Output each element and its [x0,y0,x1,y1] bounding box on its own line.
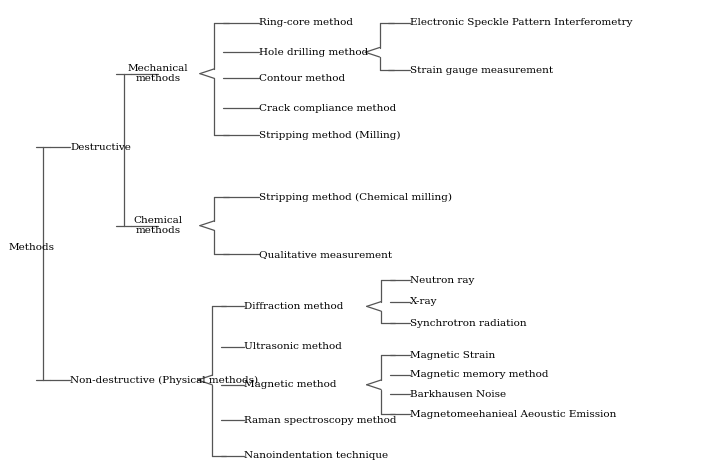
Text: Electronic Speckle Pattern Interferometry: Electronic Speckle Pattern Interferometr… [410,19,632,27]
Text: Magnetic method: Magnetic method [244,380,337,389]
Text: Nanoindentation technique: Nanoindentation technique [244,452,388,460]
Text: Destructive: Destructive [70,143,132,152]
Text: Diffraction method: Diffraction method [244,302,344,311]
Text: Magnetic Strain: Magnetic Strain [410,351,495,360]
Text: Chemical
methods: Chemical methods [134,216,183,235]
Text: Magnetomeehanieal Aeoustic Emission: Magnetomeehanieal Aeoustic Emission [410,410,616,418]
Text: Strain gauge measurement: Strain gauge measurement [410,66,553,75]
Text: Non-destructive (Physical methods): Non-destructive (Physical methods) [70,375,259,385]
Text: Ring-core method: Ring-core method [259,19,353,27]
Text: Neutron ray: Neutron ray [410,276,475,285]
Text: Contour method: Contour method [259,74,345,83]
Text: Mechanical
methods: Mechanical methods [128,64,188,83]
Text: Ultrasonic method: Ultrasonic method [244,342,342,351]
Text: Qualitative measurement: Qualitative measurement [259,250,392,258]
Text: X-ray: X-ray [410,297,437,306]
Text: Synchrotron radiation: Synchrotron radiation [410,319,526,327]
Text: Stripping method (Chemical milling): Stripping method (Chemical milling) [259,192,452,202]
Text: Barkhausen Noise: Barkhausen Noise [410,390,506,399]
Text: Hole drilling method: Hole drilling method [259,48,368,57]
Text: Stripping method (Milling): Stripping method (Milling) [259,131,400,140]
Text: Raman spectroscopy method: Raman spectroscopy method [244,416,397,425]
Text: Magnetic memory method: Magnetic memory method [410,370,549,379]
Text: Methods: Methods [9,243,55,251]
Text: Crack compliance method: Crack compliance method [259,104,396,113]
